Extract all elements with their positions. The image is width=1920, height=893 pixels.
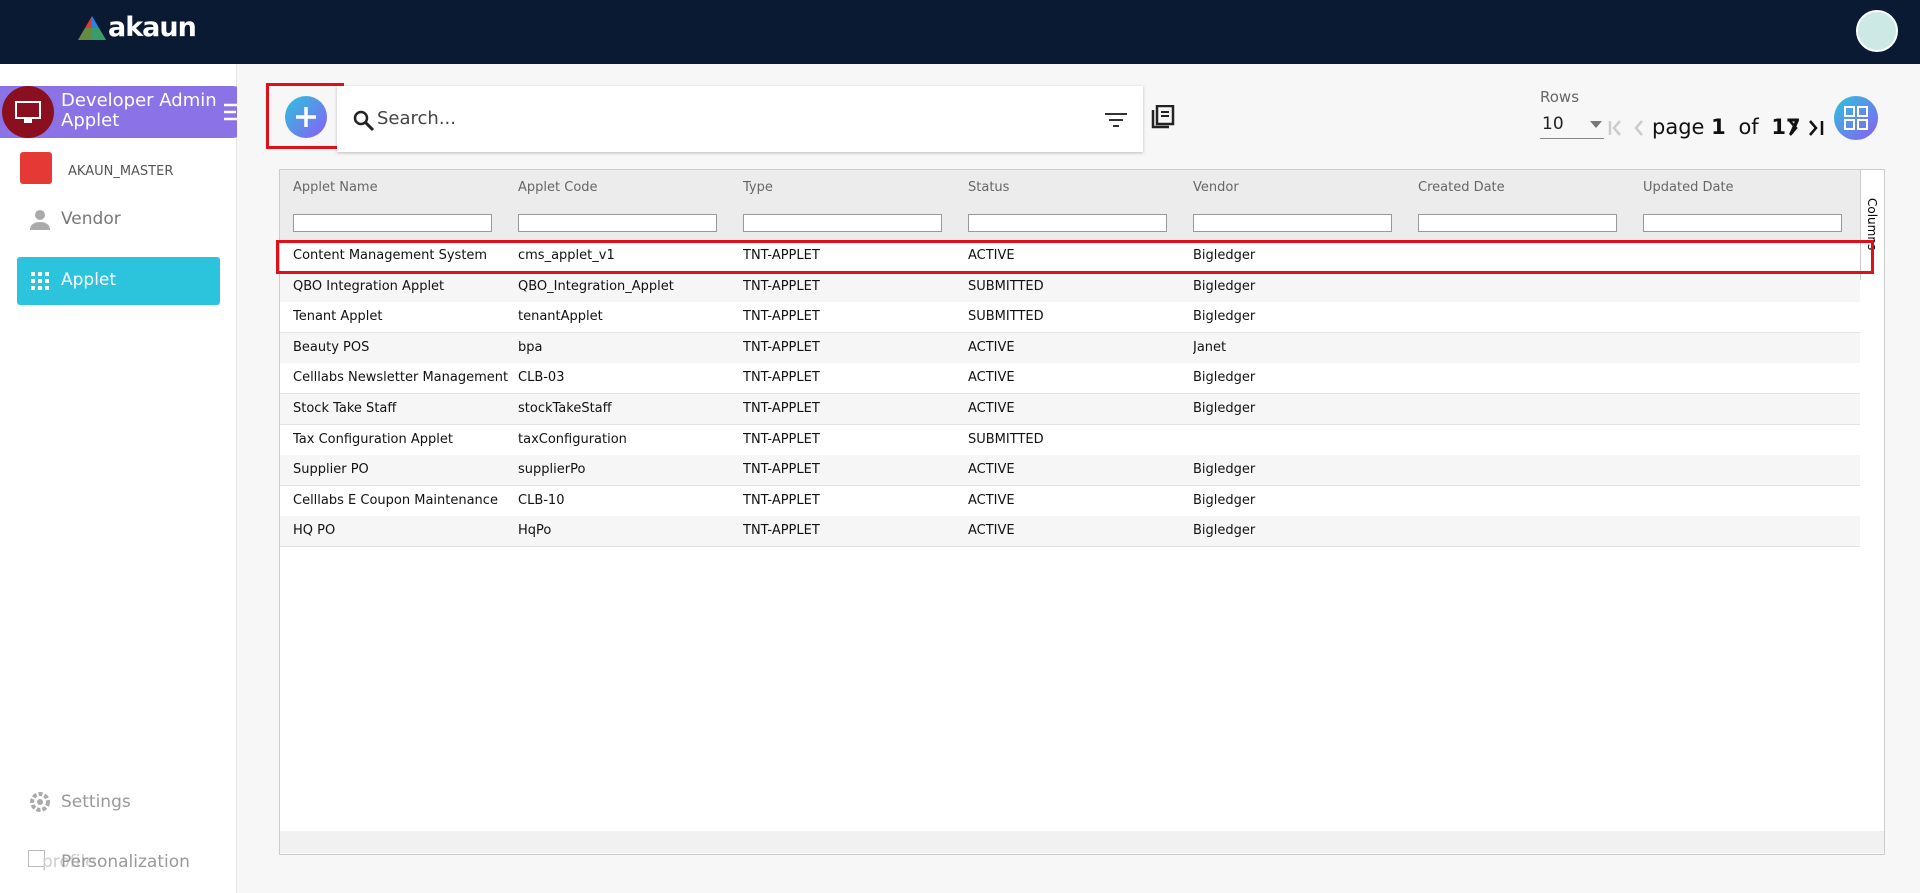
table-cell: Bigledger xyxy=(1193,455,1408,485)
column-header[interactable]: Status xyxy=(968,170,1009,206)
h-scrollbar[interactable] xyxy=(280,831,1884,853)
table-cell: SUBMITTED xyxy=(968,272,1183,302)
column-filter[interactable] xyxy=(968,214,1167,232)
view-toggle[interactable] xyxy=(1834,96,1878,140)
settings-icon xyxy=(29,791,51,813)
rows-value: 10 xyxy=(1542,114,1564,134)
table-cell: ACTIVE xyxy=(968,486,1183,516)
table-cell: taxConfiguration xyxy=(518,425,733,455)
personalization[interactable]: Personalization xyxy=(61,852,190,872)
table-cell: CLB-03 xyxy=(518,363,733,393)
table-cell: Bigledger xyxy=(1193,516,1408,546)
table-cell: TNT-APPLET xyxy=(743,333,958,363)
vendor-icon xyxy=(29,209,51,231)
table-cell: Bigledger xyxy=(1193,486,1408,516)
table-cell: Beauty POS xyxy=(293,333,508,363)
table-cell: supplierPo xyxy=(518,455,733,485)
table-cell: HqPo xyxy=(518,516,733,546)
table-cell: Tax Configuration Applet xyxy=(293,425,508,455)
page-number: 1 xyxy=(1711,115,1726,139)
page-label: page xyxy=(1652,115,1704,139)
menu-applet: Applet xyxy=(61,270,116,290)
table-cell: Bigledger xyxy=(1193,302,1408,332)
rows-select[interactable]: 10 xyxy=(1540,112,1604,139)
table-cell: SUBMITTED xyxy=(968,302,1183,332)
table-cell: TNT-APPLET xyxy=(743,302,958,332)
row-highlight xyxy=(276,240,1874,274)
table-cell: QBO_Integration_Applet xyxy=(518,272,733,302)
applet-icon xyxy=(2,86,54,138)
table-cell: bpa xyxy=(518,333,733,363)
menu-applet-active[interactable]: Applet xyxy=(17,257,220,305)
sidebar: Developer Admin Applet AKAUN_MASTER Vend… xyxy=(0,64,237,893)
table-cell: TNT-APPLET xyxy=(743,394,958,424)
search-placeholder: Search... xyxy=(377,108,456,129)
table-cell: SUBMITTED xyxy=(968,425,1183,455)
table-cell: TNT-APPLET xyxy=(743,455,958,485)
org-name: AKAUN_MASTER xyxy=(68,164,173,179)
table-cell: ACTIVE xyxy=(968,455,1183,485)
column-filter[interactable] xyxy=(743,214,942,232)
settings[interactable]: Settings xyxy=(61,792,131,812)
next-last[interactable] xyxy=(1786,118,1826,138)
table-cell: Supplier PO xyxy=(293,455,508,485)
table-cell: Celllabs Newsletter Management xyxy=(293,363,508,393)
table-cell: ACTIVE xyxy=(968,333,1183,363)
column-filter[interactable] xyxy=(1418,214,1617,232)
table-cell: TNT-APPLET xyxy=(743,516,958,546)
menu-vendor[interactable]: Vendor xyxy=(61,209,121,229)
table-cell: Bigledger xyxy=(1193,272,1408,302)
column-header[interactable]: Created Date xyxy=(1418,170,1505,206)
table-cell: Stock Take Staff xyxy=(293,394,508,424)
of-label: of xyxy=(1738,115,1758,139)
table-cell: HQ PO xyxy=(293,516,508,546)
columns-icon[interactable] xyxy=(1151,105,1175,129)
table-cell: CLB-10 xyxy=(518,486,733,516)
table-cell: Bigledger xyxy=(1193,394,1408,424)
table-cell: Tenant Applet xyxy=(293,302,508,332)
top-bar: akaun xyxy=(0,0,1920,64)
column-filter[interactable] xyxy=(518,214,717,232)
column-header[interactable]: Vendor xyxy=(1193,170,1239,206)
column-header[interactable]: Applet Name xyxy=(293,170,378,206)
table-cell: TNT-APPLET xyxy=(743,425,958,455)
column-header[interactable]: Updated Date xyxy=(1643,170,1734,206)
table-cell: Bigledger xyxy=(1193,363,1408,393)
column-header[interactable]: Applet Code xyxy=(518,170,598,206)
table-cell: TNT-APPLET xyxy=(743,486,958,516)
table-cell: ACTIVE xyxy=(968,363,1183,393)
table-cell: tenantApplet xyxy=(518,302,733,332)
main: Search... Rows 10 page 1 of 17 Columns A… xyxy=(237,64,1920,893)
table-cell: ACTIVE xyxy=(968,394,1183,424)
column-filter[interactable] xyxy=(293,214,492,232)
pagination: page 1 of 17 xyxy=(1652,115,1801,139)
rows-label: Rows xyxy=(1540,88,1579,106)
table-cell: Janet xyxy=(1193,333,1408,363)
column-header[interactable]: Type xyxy=(743,170,773,206)
org-icon xyxy=(20,152,52,184)
table-cell: QBO Integration Applet xyxy=(293,272,508,302)
applet-pill[interactable]: Developer Admin Applet xyxy=(0,86,257,138)
filter-icon[interactable] xyxy=(1105,112,1127,128)
table-cell: TNT-APPLET xyxy=(743,272,958,302)
column-filter[interactable] xyxy=(1643,214,1842,232)
logo-text: akaun xyxy=(108,12,196,43)
table-cell: TNT-APPLET xyxy=(743,363,958,393)
logo-icon xyxy=(78,16,106,40)
table-cell: Celllabs E Coupon Maintenance xyxy=(293,486,508,516)
column-filter[interactable] xyxy=(1193,214,1392,232)
avatar[interactable] xyxy=(1856,10,1898,52)
search-box[interactable]: Search... xyxy=(337,86,1143,152)
applet-title: Developer Admin Applet xyxy=(61,91,221,131)
add-button[interactable] xyxy=(285,96,327,138)
first-prev[interactable] xyxy=(1608,118,1648,138)
table-cell: ACTIVE xyxy=(968,516,1183,546)
table-cell: stockTakeStaff xyxy=(518,394,733,424)
